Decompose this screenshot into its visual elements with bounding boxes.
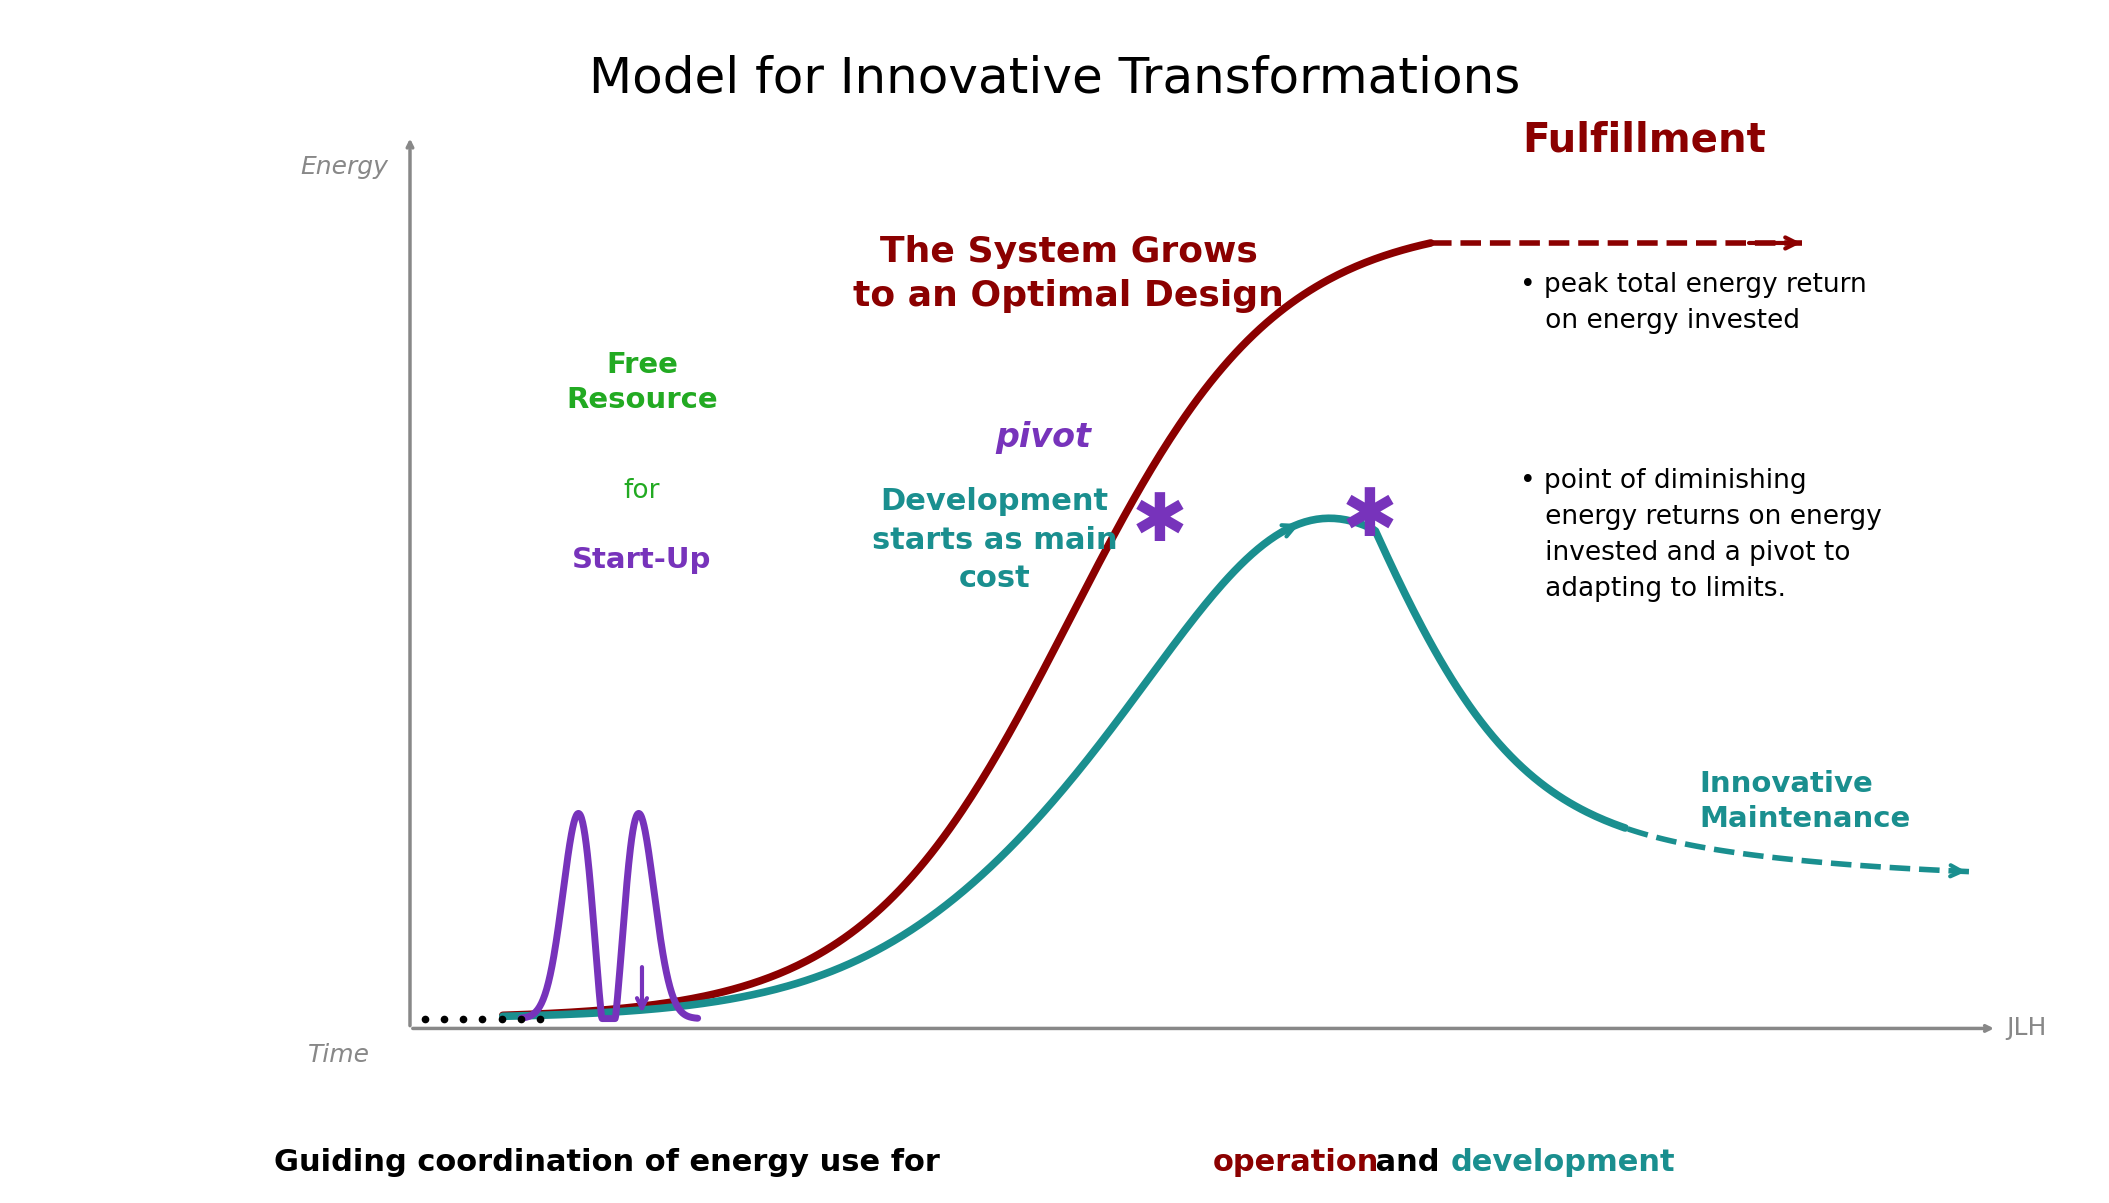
Text: Time: Time (308, 1043, 369, 1067)
Text: • peak total energy return
   on energy invested: • peak total energy return on energy inv… (1521, 272, 1866, 334)
Text: and: and (1365, 1148, 1449, 1177)
Text: Free
Resource: Free Resource (565, 351, 717, 414)
Text: pivot: pivot (995, 421, 1090, 455)
Text: The System Grows
to an Optimal Design: The System Grows to an Optimal Design (854, 235, 1284, 313)
Text: Model for Innovative Transformations: Model for Innovative Transformations (588, 54, 1521, 102)
Text: Innovative
Maintenance: Innovative Maintenance (1700, 770, 1911, 832)
Text: Start-Up: Start-Up (572, 546, 711, 574)
Text: JLH: JLH (2006, 1017, 2046, 1041)
Text: operation: operation (1213, 1148, 1379, 1177)
Text: ✱: ✱ (1133, 488, 1187, 555)
Text: ✱: ✱ (1341, 484, 1398, 550)
Text: development: development (1451, 1148, 1677, 1177)
Text: Guiding coordination of energy use for: Guiding coordination of energy use for (274, 1148, 951, 1177)
Text: Development
starts as main
cost: Development starts as main cost (871, 487, 1118, 593)
Text: Energy: Energy (299, 155, 388, 179)
Text: Fulfillment: Fulfillment (1523, 120, 1765, 161)
Text: • point of diminishing
   energy returns on energy
   invested and a pivot to
  : • point of diminishing energy returns on… (1521, 468, 1881, 603)
Text: for: for (624, 478, 660, 504)
